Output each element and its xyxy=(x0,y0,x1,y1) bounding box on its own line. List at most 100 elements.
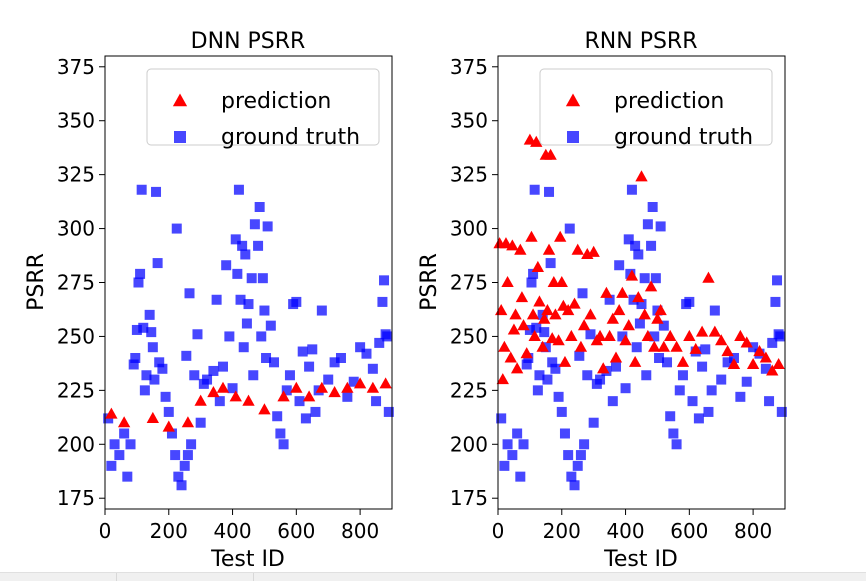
prediction-point xyxy=(702,271,715,283)
ground-truth-point xyxy=(507,450,518,461)
ground-truth-point xyxy=(574,350,585,361)
ground-truth-point xyxy=(547,357,558,368)
prediction-point xyxy=(574,340,588,352)
ground-truth-point xyxy=(563,450,574,461)
ground-truth-point xyxy=(348,376,359,387)
prediction-point xyxy=(495,304,508,316)
ground-truth-point xyxy=(668,428,679,439)
prediction-point xyxy=(379,377,392,389)
prediction-point xyxy=(162,420,175,432)
y-tick-label: 375 xyxy=(57,55,95,79)
legend: prediction ground truth xyxy=(539,68,773,150)
x-tick-label: 800 xyxy=(341,519,379,543)
ground-truth-point xyxy=(136,184,147,195)
prediction-point xyxy=(552,334,565,346)
ground-truth-point xyxy=(623,234,634,245)
prediction-point xyxy=(766,364,779,376)
ground-truth-point xyxy=(532,385,543,396)
ground-truth-point xyxy=(256,331,267,342)
ground-truth-point xyxy=(135,268,146,279)
legend-label-ground-truth: ground truth xyxy=(614,125,753,150)
x-axis-ticks: 0 200 400 600 800 xyxy=(99,509,379,543)
ground-truth-point xyxy=(281,385,292,396)
prediction-point xyxy=(644,280,658,292)
ground-truth-point xyxy=(595,374,606,385)
ground-truth-point xyxy=(716,374,727,385)
ground-truth-point xyxy=(634,318,645,329)
prediction-point xyxy=(613,304,626,316)
ground-truth-point xyxy=(515,471,526,482)
ground-truth-point xyxy=(141,370,152,381)
ground-truth-point xyxy=(776,406,787,417)
ground-truth-point xyxy=(610,361,621,372)
prediction-point xyxy=(207,386,220,398)
prediction-point xyxy=(498,340,511,352)
ground-truth-point xyxy=(173,471,184,482)
ground-truth-point xyxy=(227,383,238,394)
y-tick-label: 275 xyxy=(450,271,488,295)
prediction-point xyxy=(216,381,230,393)
x-axis-label: Test ID xyxy=(603,547,678,572)
plot-area xyxy=(493,133,787,491)
prediction-point xyxy=(635,170,648,182)
legend-label-ground-truth: ground truth xyxy=(221,125,360,150)
ground-truth-point xyxy=(764,396,775,407)
prediction-point xyxy=(117,416,131,428)
prediction-point xyxy=(753,345,766,357)
ground-truth-point xyxy=(633,249,644,260)
prediction-point xyxy=(353,377,367,389)
prediction-point xyxy=(542,243,556,255)
ground-truth-point xyxy=(650,273,661,284)
ground-truth-point xyxy=(579,439,590,450)
ground-truth-point xyxy=(674,385,685,396)
prediction-point xyxy=(616,286,629,298)
prediction-point xyxy=(520,347,533,359)
ground-truth-point xyxy=(186,439,197,450)
y-axis-label: PSRR xyxy=(417,253,442,311)
prediction-point xyxy=(561,304,575,316)
prediction-point xyxy=(772,357,785,370)
prediction-point xyxy=(517,319,530,331)
ground-truth-point xyxy=(614,260,625,271)
ground-truth-point xyxy=(775,331,786,342)
prediction-point xyxy=(676,355,690,367)
y-tick-label: 300 xyxy=(57,217,95,241)
ground-truth-point xyxy=(585,329,596,340)
prediction-point xyxy=(597,362,610,374)
prediction-point xyxy=(366,381,380,393)
bottom-strip xyxy=(0,572,866,581)
prediction-point xyxy=(654,304,667,316)
ground-truth-point xyxy=(722,357,733,368)
prediction-point xyxy=(146,411,160,423)
ground-truth-point xyxy=(531,322,542,333)
prediction-point xyxy=(525,230,538,242)
ground-truth-point xyxy=(741,376,752,387)
y-tick-label: 175 xyxy=(450,486,488,510)
ground-truth-point xyxy=(379,275,390,286)
x-tick-label: 200 xyxy=(150,519,188,543)
ground-truth-point xyxy=(577,288,588,299)
ground-truth-point xyxy=(243,299,254,310)
prediction-point xyxy=(593,329,607,341)
ground-truth-point xyxy=(128,359,139,370)
legend-box xyxy=(146,68,380,146)
ground-truth-point xyxy=(684,296,695,307)
prediction-point xyxy=(565,329,578,341)
prediction-point xyxy=(571,243,584,255)
prediction-point xyxy=(600,286,613,298)
ground-truth-point xyxy=(284,370,295,381)
ground-truth-point xyxy=(342,391,353,402)
ground-truth-point xyxy=(262,221,273,232)
ground-truth-point xyxy=(230,234,241,245)
prediction-point xyxy=(603,329,616,341)
prediction-point xyxy=(533,295,546,307)
ground-truth-point xyxy=(300,413,311,424)
ground-truth-point xyxy=(257,273,268,284)
ground-truth-point xyxy=(139,385,150,396)
ground-truth-point xyxy=(221,260,232,271)
prediction-point xyxy=(544,148,557,160)
prediction-point xyxy=(496,373,509,385)
ground-truth-point xyxy=(631,342,642,353)
prediction-point xyxy=(506,239,519,251)
ground-truth-point xyxy=(630,240,641,251)
